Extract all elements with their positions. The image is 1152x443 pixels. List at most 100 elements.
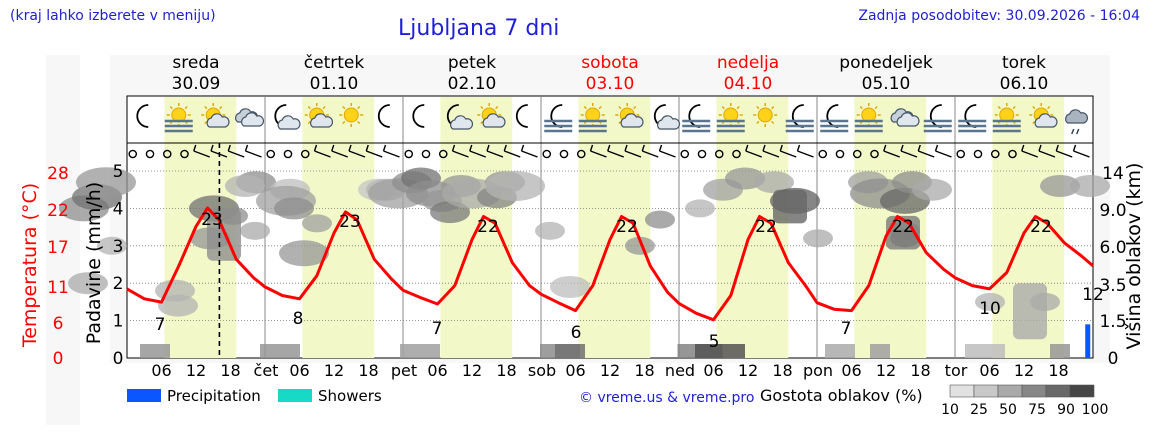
wind-calm: [404, 149, 414, 159]
sun-cloud-icon: [1029, 103, 1058, 128]
wind-barb-flag: [451, 144, 456, 152]
moon-fog-icon: [785, 104, 814, 133]
cloud-density-tick: 10: [941, 402, 959, 418]
wind-calm: [300, 149, 310, 159]
day-abbr-label: pon: [803, 361, 833, 380]
cloud-height-tick: 9.0: [1099, 201, 1126, 221]
temperature-label: 22: [616, 217, 638, 237]
cloud-density-swatch: [949, 384, 975, 398]
wind-barb: [1021, 150, 1038, 158]
precipitation-tick: 2: [113, 274, 124, 294]
cloud-density-title: Gostota oblakov (%): [760, 386, 923, 405]
cloud-shape: [620, 113, 644, 128]
wind-barb-flag: [917, 144, 921, 152]
page-title: Ljubljana 7 dni: [398, 16, 560, 41]
fog-sun-icon: [716, 103, 745, 133]
sun-ray: [721, 105, 725, 110]
showers-swatch: [278, 389, 312, 402]
sun-ray: [480, 120, 484, 125]
x-tick-label: 18: [634, 361, 654, 380]
wind-barb: [1038, 150, 1056, 158]
day-abbr-label: čet: [254, 361, 279, 380]
cloud-density-swatch: [973, 384, 999, 398]
temperature-label: 7: [841, 319, 852, 339]
moon-cloud-icon: [446, 104, 474, 130]
precipitation-tick: 1: [113, 312, 124, 332]
wind-barb: [590, 150, 607, 158]
temperature-label: 22: [477, 217, 499, 237]
wind-barb: [1056, 150, 1073, 158]
wind-barb: [452, 150, 469, 158]
temperature-tick: 28: [47, 164, 69, 184]
cloud-density-tick: 50: [999, 402, 1017, 418]
temperature-tick: 11: [47, 278, 69, 298]
moon-icon: [377, 104, 390, 128]
region-hint[interactable]: (kraj lahko izberete v meniju): [10, 8, 216, 24]
wind-calm: [732, 149, 741, 159]
wind-calm: [973, 149, 983, 159]
temperature-label: 23: [201, 210, 223, 230]
x-tick-label: 06: [151, 361, 171, 380]
wind-calm: [990, 149, 1000, 159]
temperature-tick: 17: [47, 238, 69, 258]
precipitation-tick: 0: [113, 349, 124, 369]
x-tick-label: 12: [462, 361, 482, 380]
sun-ray: [1012, 105, 1016, 110]
sun-ray: [583, 105, 587, 110]
sun-ray: [307, 105, 311, 110]
daylight-band: [578, 97, 651, 358]
cloud-column: [1013, 283, 1047, 340]
cloud-density-blob: [975, 292, 1005, 311]
sun-ray: [204, 105, 208, 110]
precipitation-swatch: [127, 389, 161, 402]
cloud-height-tick: 14: [1102, 164, 1124, 184]
low-cloud: [825, 344, 855, 358]
sun-cloud-icon: [304, 103, 334, 128]
sun-ray: [598, 105, 602, 110]
wind-calm: [680, 149, 690, 159]
day-date: 01.10: [310, 74, 359, 94]
wind-barb-flag: [641, 144, 645, 152]
day-name: torek: [1002, 53, 1046, 73]
day-date: 02.10: [448, 74, 497, 94]
cloud-height-tick: 3.5: [1099, 276, 1126, 296]
shower-icon: [1065, 109, 1089, 135]
day-date: 05.10: [862, 74, 911, 94]
wind-barb-flag: [244, 144, 249, 152]
copyright-link: © vreme.us & vreme.pro: [579, 390, 754, 406]
wind-barb: [762, 150, 780, 158]
wind-barb-flag: [469, 144, 473, 152]
cloud-shape: [1034, 113, 1058, 128]
low-cloud: [555, 344, 585, 358]
sun-ray: [204, 120, 208, 125]
moon-fog-icon: [923, 104, 952, 133]
wind-barb-flag: [745, 144, 749, 152]
day-date: 03.10: [586, 74, 635, 94]
x-tick-label: 18: [496, 361, 516, 380]
x-tick-label: 06: [565, 361, 585, 380]
sun-cloud-icon: [615, 103, 644, 128]
wind-barb-flag: [503, 144, 507, 152]
day-date: 06.10: [1000, 74, 1049, 94]
x-tick-label: 12: [876, 361, 896, 380]
wind-barb: [607, 150, 624, 158]
x-tick-label: 18: [220, 361, 240, 380]
wind-calm: [852, 149, 862, 159]
precipitation-bar: [1085, 324, 1091, 358]
temperature-label: 10: [979, 299, 1001, 319]
left-band: [46, 55, 80, 425]
wind-barb-flag: [934, 144, 939, 152]
wind-calm: [421, 149, 431, 159]
sun-ray: [1047, 105, 1051, 110]
sun-ray: [342, 120, 346, 125]
wind-barb-flag: [520, 144, 525, 152]
sun-ray: [495, 105, 499, 110]
temperature-label: 12: [1082, 285, 1104, 305]
wind-barb: [780, 150, 797, 158]
wind-barb-flag: [331, 144, 335, 152]
wind-barb: [245, 150, 262, 158]
sun-ray: [219, 105, 223, 110]
precipitation-tick: 4: [113, 199, 124, 219]
wind-calm: [956, 149, 966, 159]
